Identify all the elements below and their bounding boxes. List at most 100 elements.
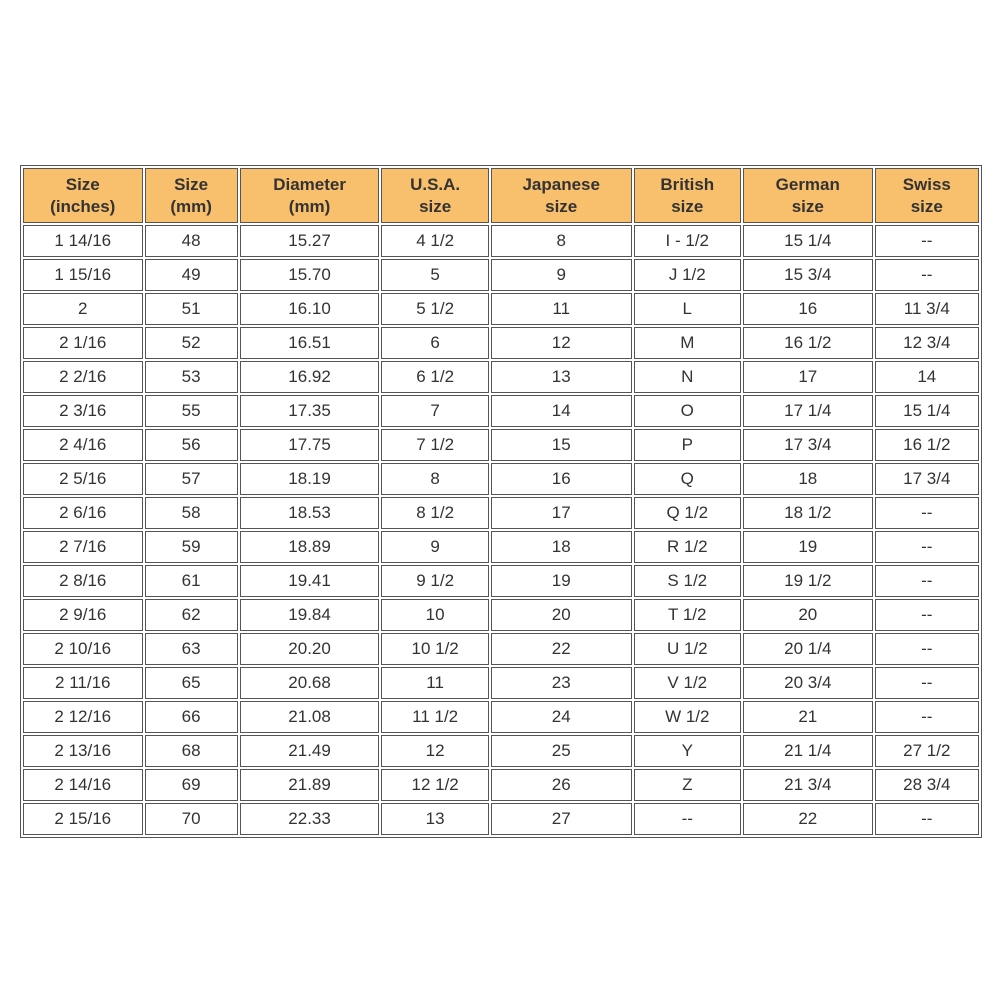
- table-cell: 18 1/2: [742, 497, 873, 529]
- table-cell: --: [874, 565, 979, 597]
- column-header: Diameter (mm): [239, 168, 380, 223]
- table-cell: 15 3/4: [742, 259, 873, 291]
- table-row: 2 51 16.10 5 1/2 11 L 16 11 3/4: [23, 293, 979, 325]
- table-cell: 57: [144, 463, 238, 495]
- table-row: 2 5/16 57 18.19 8 16 Q 18 17 3/4: [23, 463, 979, 495]
- table-cell: 18: [490, 531, 632, 563]
- table-row: 2 15/16 70 22.33 13 27 -- 22 --: [23, 803, 979, 835]
- table-cell: 10 1/2: [381, 633, 489, 665]
- column-header: German size: [742, 168, 873, 223]
- table-cell: 24: [490, 701, 632, 733]
- table-cell: 8 1/2: [381, 497, 489, 529]
- table-cell: 2 1/16: [23, 327, 143, 359]
- table-cell: 22: [742, 803, 873, 835]
- table-cell: T 1/2: [633, 599, 741, 631]
- table-cell: 23: [490, 667, 632, 699]
- table-cell: --: [874, 259, 979, 291]
- table-cell: 2 7/16: [23, 531, 143, 563]
- table-cell: 20.20: [239, 633, 380, 665]
- table-cell: 16: [742, 293, 873, 325]
- table-cell: 17.75: [239, 429, 380, 461]
- table-row: 2 11/16 65 20.68 11 23 V 1/2 20 3/4 --: [23, 667, 979, 699]
- table-cell: 17 3/4: [874, 463, 979, 495]
- table-row: 1 14/16 48 15.27 4 1/2 8 I - 1/2 15 1/4 --: [23, 225, 979, 257]
- table-cell: 18: [742, 463, 873, 495]
- table-cell: 12 1/2: [381, 769, 489, 801]
- table-cell: 26: [490, 769, 632, 801]
- table-cell: 53: [144, 361, 238, 393]
- table-cell: 27 1/2: [874, 735, 979, 767]
- table-cell: 59: [144, 531, 238, 563]
- table-cell: 68: [144, 735, 238, 767]
- table-cell: 16.51: [239, 327, 380, 359]
- table-cell: 19.41: [239, 565, 380, 597]
- table-cell: 20 1/4: [742, 633, 873, 665]
- table-cell: 27: [490, 803, 632, 835]
- table-row: 2 4/16 56 17.75 7 1/2 15 P 17 3/4 16 1/2: [23, 429, 979, 461]
- table-cell: O: [633, 395, 741, 427]
- table-cell: 9 1/2: [381, 565, 489, 597]
- table-cell: 16 1/2: [742, 327, 873, 359]
- table-cell: 9: [490, 259, 632, 291]
- table-row: 2 9/16 62 19.84 10 20 T 1/2 20 --: [23, 599, 979, 631]
- table-cell: N: [633, 361, 741, 393]
- table-cell: 6 1/2: [381, 361, 489, 393]
- table-cell: 55: [144, 395, 238, 427]
- column-header: U.S.A. size: [381, 168, 489, 223]
- table-cell: 2 5/16: [23, 463, 143, 495]
- header-row: Size (inches) Size (mm) Diameter (mm) U.S.A…: [23, 168, 979, 223]
- table-cell: 14: [490, 395, 632, 427]
- table-cell: 9: [381, 531, 489, 563]
- table-cell: 12: [381, 735, 489, 767]
- table-cell: 62: [144, 599, 238, 631]
- table-cell: 2 10/16: [23, 633, 143, 665]
- table-cell: 21.89: [239, 769, 380, 801]
- table-cell: 5: [381, 259, 489, 291]
- table-cell: I - 1/2: [633, 225, 741, 257]
- table-cell: 2 11/16: [23, 667, 143, 699]
- table-cell: 5 1/2: [381, 293, 489, 325]
- table-cell: 51: [144, 293, 238, 325]
- table-cell: 2 15/16: [23, 803, 143, 835]
- table-cell: 10: [381, 599, 489, 631]
- table-row: 2 1/16 52 16.51 6 12 M 16 1/2 12 3/4: [23, 327, 979, 359]
- table-cell: 56: [144, 429, 238, 461]
- table-cell: 1 15/16: [23, 259, 143, 291]
- table-cell: 2 13/16: [23, 735, 143, 767]
- table-cell: 17: [490, 497, 632, 529]
- table-cell: 2: [23, 293, 143, 325]
- table-cell: L: [633, 293, 741, 325]
- table-cell: 16.92: [239, 361, 380, 393]
- table-cell: W 1/2: [633, 701, 741, 733]
- column-header: Swiss size: [874, 168, 979, 223]
- table-cell: 2 3/16: [23, 395, 143, 427]
- table-row: 2 3/16 55 17.35 7 14 O 17 1/4 15 1/4: [23, 395, 979, 427]
- table-cell: 22: [490, 633, 632, 665]
- table-cell: S 1/2: [633, 565, 741, 597]
- table-cell: 61: [144, 565, 238, 597]
- table-cell: --: [633, 803, 741, 835]
- table-row: 2 6/16 58 18.53 8 1/2 17 Q 1/2 18 1/2 --: [23, 497, 979, 529]
- table-cell: 21.08: [239, 701, 380, 733]
- table-cell: 16: [490, 463, 632, 495]
- table-cell: 12: [490, 327, 632, 359]
- table-cell: 19: [490, 565, 632, 597]
- table-cell: 19: [742, 531, 873, 563]
- table-cell: 28 3/4: [874, 769, 979, 801]
- table-cell: --: [874, 633, 979, 665]
- table-cell: 19 1/2: [742, 565, 873, 597]
- table-cell: 20 3/4: [742, 667, 873, 699]
- table-cell: 14: [874, 361, 979, 393]
- table-cell: --: [874, 497, 979, 529]
- table-cell: 17 3/4: [742, 429, 873, 461]
- table-cell: V 1/2: [633, 667, 741, 699]
- table-body: 1 14/16 48 15.27 4 1/2 8 I - 1/2 15 1/4 -- 1 15/…: [23, 225, 979, 835]
- table-cell: 48: [144, 225, 238, 257]
- table-cell: 63: [144, 633, 238, 665]
- table-cell: 16 1/2: [874, 429, 979, 461]
- table-cell: P: [633, 429, 741, 461]
- table-cell: 25: [490, 735, 632, 767]
- table-cell: 2 6/16: [23, 497, 143, 529]
- table-cell: 2 2/16: [23, 361, 143, 393]
